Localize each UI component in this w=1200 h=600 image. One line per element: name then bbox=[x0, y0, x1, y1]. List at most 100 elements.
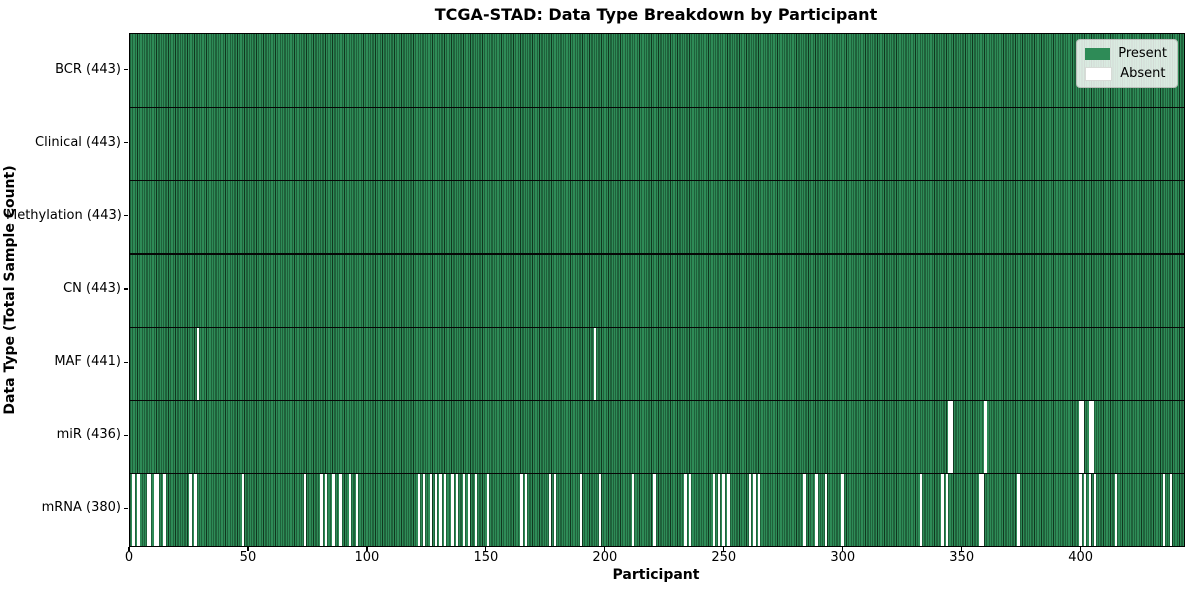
plot-area: Present Absent bbox=[129, 33, 1185, 547]
absent-gap bbox=[722, 472, 725, 546]
absent-gap bbox=[803, 472, 806, 546]
y-tick-label-clinical: Clinical (443) bbox=[35, 134, 121, 150]
y-tick-mark bbox=[124, 68, 128, 71]
absent-gap bbox=[598, 472, 602, 546]
absent-gap bbox=[149, 472, 152, 546]
row-maf bbox=[130, 326, 1184, 400]
y-tick-mark bbox=[124, 507, 128, 510]
absent-gap bbox=[1017, 472, 1020, 546]
row-bcr bbox=[130, 34, 1184, 108]
row-cn bbox=[130, 253, 1184, 327]
absent-gap bbox=[727, 472, 730, 546]
x-tick-label-100: 100 bbox=[354, 550, 380, 565]
row-methylation bbox=[130, 180, 1184, 254]
row-separator bbox=[130, 253, 1184, 255]
absent-gap bbox=[146, 472, 150, 546]
absent-gap bbox=[153, 472, 157, 546]
absent-gap bbox=[451, 472, 454, 546]
absent-gap bbox=[422, 472, 426, 546]
absent-gap bbox=[434, 472, 437, 546]
x-tick-label-50: 50 bbox=[239, 550, 257, 565]
absent-gap bbox=[348, 472, 352, 546]
y-tick-mark bbox=[124, 434, 128, 436]
x-tick-mark bbox=[247, 546, 249, 551]
absent-gap bbox=[632, 472, 635, 546]
absent-gap bbox=[1084, 472, 1087, 546]
absent-gap bbox=[339, 472, 342, 546]
y-tick-label-methylation: Methylation (443) bbox=[6, 207, 122, 223]
absent-gap bbox=[463, 472, 466, 546]
x-tick-label-200: 200 bbox=[592, 550, 618, 565]
y-tick-mark bbox=[124, 361, 128, 363]
absent-gap bbox=[137, 472, 140, 546]
absent-gap bbox=[593, 326, 597, 400]
absent-gap bbox=[815, 472, 818, 546]
absent-gap bbox=[579, 472, 583, 546]
x-axis-label: Participant bbox=[612, 567, 700, 583]
row-separator bbox=[130, 180, 1184, 182]
absent-gap bbox=[356, 472, 359, 546]
absent-gap bbox=[758, 472, 761, 546]
legend-label: Present bbox=[1118, 46, 1167, 61]
x-tick-label-400: 400 bbox=[1068, 550, 1094, 565]
x-tick-mark bbox=[1080, 546, 1082, 551]
absent-gap bbox=[474, 472, 478, 546]
absent-gap bbox=[712, 472, 716, 546]
absent-gap bbox=[196, 326, 199, 400]
absent-gap bbox=[948, 399, 951, 473]
absent-gap bbox=[753, 472, 756, 546]
absent-gap bbox=[486, 472, 490, 546]
absent-gap bbox=[981, 472, 985, 546]
legend-label: Absent bbox=[1120, 66, 1166, 81]
x-tick-label-300: 300 bbox=[830, 550, 856, 565]
absent-gap bbox=[444, 472, 447, 546]
legend-item-present: Present bbox=[1085, 46, 1167, 61]
absent-gap bbox=[520, 472, 523, 546]
absent-gap bbox=[941, 472, 944, 546]
y-tick-mark bbox=[124, 288, 128, 290]
absent-gap bbox=[467, 472, 471, 546]
absent-gap bbox=[163, 472, 166, 546]
legend-item-absent: Absent bbox=[1085, 66, 1167, 81]
absent-gap bbox=[824, 472, 828, 546]
absent-gap bbox=[653, 472, 656, 546]
y-tick-label-mrna: mRNA (380) bbox=[41, 500, 121, 516]
x-tick-mark bbox=[842, 546, 844, 551]
absent-gap bbox=[455, 472, 459, 546]
absent-gap bbox=[553, 472, 556, 546]
absent-gap bbox=[717, 472, 721, 546]
absent-gap bbox=[689, 472, 692, 546]
absent-gap bbox=[950, 399, 954, 473]
x-tick-mark bbox=[485, 546, 487, 551]
absent-gap bbox=[132, 472, 135, 546]
absent-gap bbox=[156, 472, 159, 546]
absent-gap bbox=[748, 472, 751, 546]
absent-gap bbox=[1091, 399, 1094, 473]
y-tick-label-maf: MAF (441) bbox=[54, 354, 121, 370]
absent-gap bbox=[325, 472, 328, 546]
chart-title: TCGA-STAD: Data Type Breakdown by Partic… bbox=[434, 5, 878, 24]
absent-gap bbox=[1088, 472, 1092, 546]
legend-swatch-present bbox=[1085, 47, 1111, 60]
absent-gap bbox=[946, 472, 949, 546]
absent-gap bbox=[332, 472, 335, 546]
absent-gap bbox=[841, 472, 844, 546]
absent-gap bbox=[241, 472, 245, 546]
absent-gap bbox=[303, 472, 307, 546]
y-tick-label-cn: CN (443) bbox=[63, 281, 121, 296]
y-tick-label-mir: miR (436) bbox=[56, 427, 121, 443]
absent-gap bbox=[1162, 472, 1165, 546]
row-separator bbox=[130, 399, 1184, 401]
x-tick-label-250: 250 bbox=[711, 550, 737, 565]
absent-gap bbox=[1169, 472, 1173, 546]
absent-gap bbox=[1079, 472, 1082, 546]
row-separator bbox=[130, 472, 1184, 474]
row-mir bbox=[130, 399, 1184, 473]
absent-gap bbox=[684, 472, 687, 546]
absent-gap bbox=[189, 472, 192, 546]
legend-swatch-absent bbox=[1085, 66, 1113, 81]
y-tick-mark bbox=[124, 142, 128, 144]
absent-gap bbox=[1079, 399, 1082, 473]
absent-gap bbox=[1088, 399, 1092, 473]
